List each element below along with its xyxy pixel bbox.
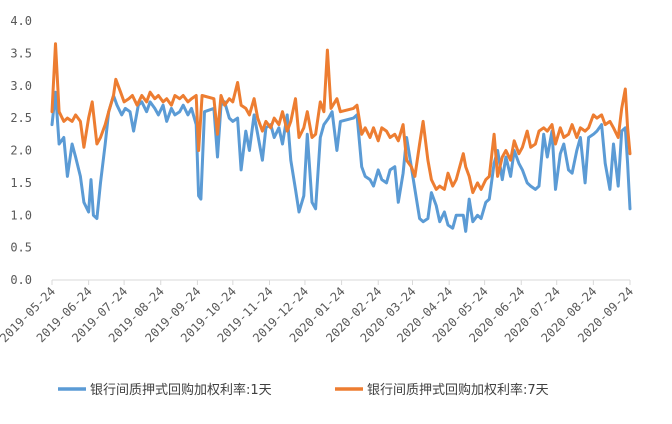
- y-tick-label: 2.5: [10, 111, 32, 125]
- legend-label: 银行间质押式回购加权利率:1天: [90, 382, 272, 398]
- y-tick-label: 2.0: [10, 144, 32, 158]
- legend: 银行间质押式回购加权利率:1天 银行间质押式回购加权利率:7天: [58, 382, 549, 398]
- series-line-1: [50, 42, 632, 195]
- series-line-0: [50, 90, 632, 233]
- series-layer: [50, 42, 632, 233]
- y-tick-label: 0.0: [10, 273, 32, 287]
- legend-label: 银行间质押式回购加权利率:7天: [367, 382, 549, 398]
- y-tick-label: 1.5: [10, 176, 32, 190]
- y-tick-label: 3.5: [10, 46, 32, 60]
- y-tick-label: 1.0: [10, 208, 32, 222]
- y-axis: 0.0 0.5 1.0 1.5 2.0 2.5 3.0 3.5 4.0: [10, 14, 32, 287]
- y-tick-label: 3.0: [10, 79, 32, 93]
- y-tick-label: 0.5: [10, 241, 32, 255]
- y-tick-label: 4.0: [10, 14, 32, 28]
- x-axis: 2019-05-242019-06-242019-07-242019-08-24…: [0, 279, 636, 345]
